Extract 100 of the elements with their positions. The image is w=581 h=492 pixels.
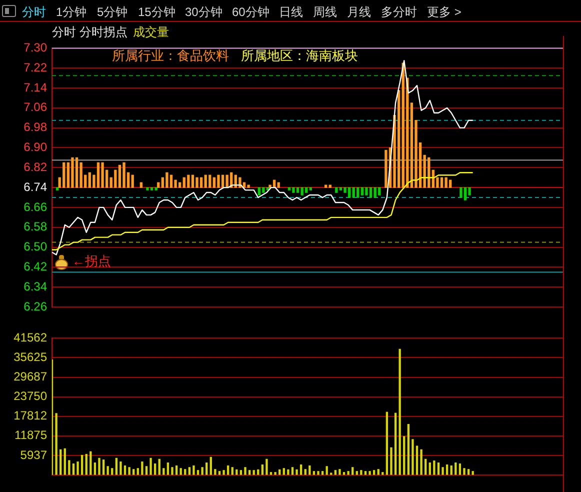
bar [180, 468, 182, 475]
bar [222, 470, 225, 475]
bar [321, 471, 324, 475]
bar [212, 177, 216, 188]
bar [64, 448, 66, 475]
bar [106, 466, 109, 475]
bar [386, 412, 388, 475]
y-tick-label: 7.14 [24, 80, 48, 94]
y-tick-label: 6.42 [24, 259, 48, 274]
bar [428, 157, 430, 188]
bar [335, 187, 338, 193]
text: 日线 [279, 4, 303, 21]
bar [208, 174, 212, 188]
bar [356, 471, 358, 475]
bar [258, 187, 260, 196]
y-tick-label: 6.34 [24, 279, 48, 294]
bar [150, 458, 152, 475]
bar [288, 187, 291, 190]
bar [252, 470, 255, 475]
bar [372, 470, 376, 475]
bar [444, 177, 448, 188]
bar [324, 184, 328, 188]
bar [334, 470, 336, 475]
bar [68, 460, 70, 475]
bar [374, 187, 376, 198]
bar [72, 463, 75, 475]
bar [442, 467, 444, 475]
bar [472, 471, 474, 475]
y-tick-label: 6.90 [24, 140, 48, 154]
bar [244, 467, 246, 475]
bar [158, 458, 160, 475]
text: 60分钟 [232, 4, 270, 21]
bar [403, 436, 406, 475]
bar [428, 462, 431, 475]
y-tick-label: 7.30 [24, 40, 48, 55]
bar [196, 470, 200, 475]
bar [182, 177, 186, 188]
bar [328, 184, 332, 188]
text: 5分钟 [97, 4, 128, 21]
bar [122, 162, 126, 188]
bar [308, 465, 311, 475]
bar [352, 467, 354, 475]
bar [317, 471, 320, 475]
bar [365, 187, 368, 196]
bar [420, 449, 422, 475]
y-tick-label: 5937 [20, 448, 48, 462]
y-tick-label: 23750 [14, 389, 48, 404]
bar [124, 465, 126, 475]
bar [274, 472, 276, 475]
bar [460, 187, 462, 198]
text: 15分钟 [138, 4, 176, 21]
bar [410, 102, 414, 188]
bar [348, 187, 351, 198]
bar [226, 174, 228, 188]
annotation: 所属行业：食品饮料 [112, 48, 229, 63]
bar [338, 469, 341, 475]
y-tick-label: 6.26 [24, 299, 48, 314]
bar [257, 469, 260, 475]
bar [80, 454, 84, 475]
y-tick-label: 29687 [14, 370, 48, 384]
bar [463, 468, 466, 475]
bar [62, 162, 66, 188]
bar [287, 469, 290, 475]
chart-title: 分时 分时拐点 [52, 24, 128, 41]
bar [154, 463, 156, 475]
y-tick-label: 6.50 [24, 240, 48, 254]
bar [206, 462, 208, 475]
bar [136, 468, 139, 475]
bar [154, 187, 158, 190]
bar [60, 449, 62, 475]
bar [187, 174, 190, 188]
bar [192, 465, 195, 475]
bar [424, 458, 427, 475]
text: 月线 [347, 4, 371, 21]
bar [191, 174, 194, 188]
bar [102, 460, 105, 475]
bar [146, 187, 149, 190]
bar [300, 187, 304, 196]
bar [382, 472, 384, 475]
bar [178, 182, 182, 188]
bar [277, 182, 280, 188]
bar [214, 469, 216, 475]
bar [270, 472, 272, 475]
bar [90, 451, 92, 475]
bar [360, 187, 364, 196]
bar [204, 174, 207, 188]
bar [282, 468, 285, 475]
y-tick-label: 7.22 [24, 60, 48, 74]
bar [114, 170, 117, 188]
bar [437, 462, 440, 475]
bar [240, 470, 242, 475]
bar [416, 446, 418, 475]
bar [150, 187, 154, 190]
bar [397, 90, 400, 188]
bar [402, 62, 404, 188]
bar [296, 187, 300, 193]
bar [261, 464, 264, 475]
bar [188, 467, 190, 475]
bar [196, 177, 198, 188]
bar [394, 412, 397, 475]
